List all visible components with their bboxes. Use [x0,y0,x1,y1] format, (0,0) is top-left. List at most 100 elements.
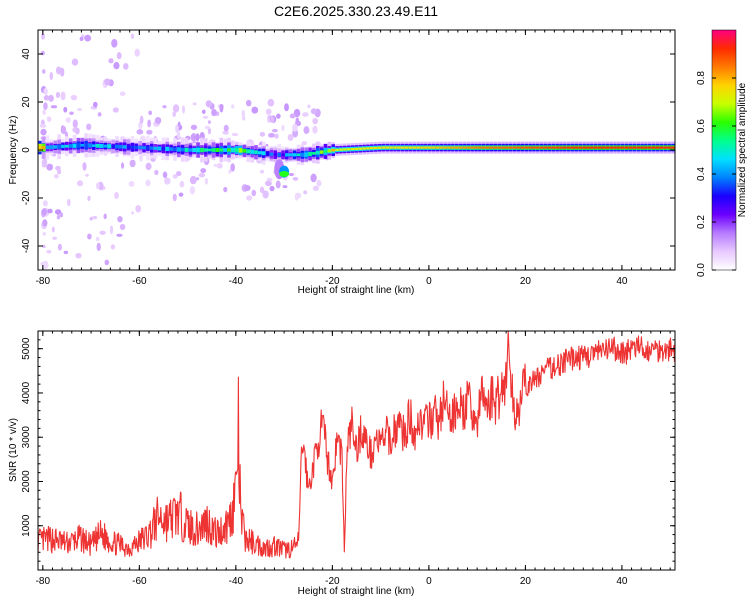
heatmap-cell [470,146,474,149]
figure-title: C2E6.2025.330.23.49.E11 [274,3,438,19]
heatmap-speckle [92,101,98,108]
heatmap-cell [285,153,289,157]
heatmap-speckle [207,127,212,135]
heatmap-cell [84,143,88,147]
heatmap-speckle [310,173,317,183]
heatmap-speckle [109,225,114,235]
heatmap-cell [481,146,486,149]
heatmap-x-label: Height of straight line (km) [298,285,415,296]
heatmap-speckle [301,112,309,117]
heatmap-cell [211,148,216,152]
heatmap-feature [279,171,290,177]
heatmap-marks [38,32,675,269]
heatmap-cell [161,147,166,151]
heatmap-cell [227,148,231,152]
snr-y-label: SNR (10 * v/v) [8,418,19,482]
heatmap-cell [323,150,328,153]
heatmap-cell [458,146,463,149]
heatmap-speckle [205,100,212,108]
heatmap-speckle [139,115,144,125]
heatmap-cell [246,149,251,154]
heatmap-cell [570,146,575,149]
heatmap-cell [377,146,382,149]
heatmap-cell [551,146,556,149]
heatmap-cell [273,153,278,157]
heatmap-speckle [46,163,54,171]
heatmap-cell [659,146,664,149]
heatmap-cell [80,143,85,147]
heatmap-cell [640,146,644,149]
heatmap-cell [613,146,617,149]
heatmap-cell [312,151,316,155]
heatmap-speckle [145,179,151,187]
heatmap-speckle [51,226,55,233]
heatmap-cell [362,147,366,150]
heatmap-cell [647,146,652,149]
heatmap-speckle [42,244,46,248]
heatmap-speckle [259,131,266,137]
heatmap-cell [427,146,432,149]
heatmap-cell [304,152,308,157]
heatmap-speckle [41,32,45,40]
heatmap-speckle [75,252,82,259]
heatmap-cell [539,146,544,149]
heatmap-cell [45,145,50,150]
heatmap-cell [478,146,482,149]
heatmap-cell [505,146,509,149]
heatmap-speckle [63,106,68,113]
heatmap-speckle [57,243,62,251]
heatmap-speckle [219,103,224,113]
heatmap-speckle [130,211,135,215]
heatmap-speckle [55,91,61,99]
heatmap-cell [231,147,235,153]
heatmap-cell [628,146,633,149]
heatmap-cell [559,146,563,149]
heatmap-cell [331,148,336,152]
heatmap-speckle [42,69,46,74]
heatmap-cell [636,146,640,149]
heatmap-cell [258,151,262,155]
heatmap-speckle [264,180,272,187]
heatmap-speckle [181,105,186,114]
heatmap-cell [215,147,220,153]
heatmap-speckle [303,190,308,195]
heatmap-cell [435,146,440,149]
heatmap-cell [424,146,428,149]
heatmap-cell [192,147,197,153]
heatmap-cell [590,146,594,149]
snr-frame [37,330,676,571]
heatmap-cell [103,144,108,148]
heatmap-cell [41,146,46,150]
heatmap-speckle [267,115,273,119]
heatmap-cell [532,146,536,149]
heatmap-cell [72,143,77,148]
heatmap-speckle [162,171,168,179]
heatmap-cell [173,147,177,151]
heatmap-speckle [271,128,278,133]
heatmap-speckle [287,134,294,142]
x-tick-label: -20 [325,576,340,587]
y-tick-label: -40 [21,238,32,253]
heatmap-cell [126,145,131,149]
heatmap-speckle [43,102,48,110]
heatmap-speckle [154,116,162,125]
x-tick-label: -40 [229,576,244,587]
heatmap-cell [107,144,112,149]
x-tick-label: -80 [36,276,51,287]
heatmap-speckle [292,123,298,132]
colorbar-gradient [711,29,737,271]
heatmap-speckle [200,168,207,174]
heatmap-cell [122,145,127,149]
heatmap-cell [219,148,224,152]
snr-x-ticks: -80 -60 -40 -20 0 20 40 [36,331,671,587]
heatmap-cell [547,146,552,149]
heatmap-cell [516,146,521,149]
heatmap-cell [574,146,579,149]
heatmap-cell [250,149,254,154]
heatmap-speckle [269,185,275,192]
heatmap-speckle [175,170,182,177]
heatmap-speckle [230,163,235,172]
heatmap-cell [474,146,478,149]
heatmap-speckle [112,107,119,113]
heatmap-cell [528,146,532,149]
